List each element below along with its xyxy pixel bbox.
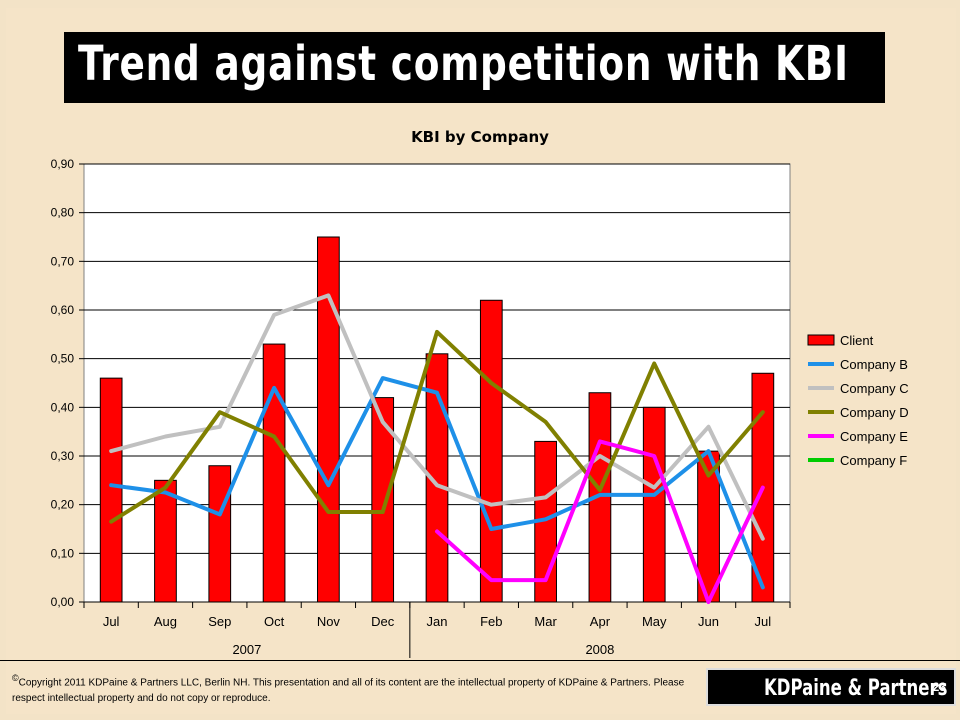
x-tick-label: Jul [755,614,772,629]
slide-title: Trend against competition with KBI [78,36,849,92]
y-tick-label: 0,30 [51,449,75,463]
x-tick-label: Apr [590,614,611,629]
legend-swatch-client [807,334,835,346]
x-tick-label: Nov [317,614,341,629]
x-tick-label: Jun [698,614,719,629]
legend-label-company-b: Company B [840,357,908,372]
legend-label-client: Client [840,333,874,348]
copyright-text: Copyright 2011 KDPaine & Partners LLC, B… [12,677,685,705]
x-tick-label: Oct [264,614,285,629]
bar-client [317,236,340,603]
x-tick-label: Feb [480,614,502,629]
legend-label-company-c: Company C [840,381,909,396]
y-tick-label: 0,20 [51,498,75,512]
x-tick-label: Sep [208,614,231,629]
bar-client [479,299,503,603]
y-tick-label: 0,00 [51,595,75,609]
bar-client [262,343,286,603]
x-tick-label: Jul [103,614,120,629]
x-tick-label: Dec [371,614,395,629]
y-tick-label: 0,50 [51,352,75,366]
copyright-symbol: © [12,673,19,683]
y-tick-label: 0,90 [51,157,75,171]
bar-client [588,392,612,603]
x-tick-label: Aug [154,614,177,629]
x-tick-label: May [642,614,667,629]
legend-label-company-f: Company F [840,453,907,468]
line-company-e [435,439,765,604]
bar-client [425,353,449,603]
bar-client [99,377,123,603]
legend-label-company-d: Company D [840,405,909,420]
bar-client [642,406,666,603]
company-logo: KDPaine & Partners 23 [706,668,956,706]
year-label: 2008 [585,642,614,657]
bar-client [371,397,395,603]
y-tick-label: 0,40 [51,400,75,414]
line-company-c [109,293,765,541]
y-tick-label: 0,60 [51,303,75,317]
x-tick-label: Mar [534,614,557,629]
bar-client [208,465,232,603]
footer-divider [0,660,960,661]
bar-client [154,479,177,603]
page-number: 23 [932,680,946,694]
title-bar: Trend against competition with KBI [64,32,885,103]
chart-title: KBI by Company [411,128,549,146]
kbi-chart: KBI by Company 0,00 0,10 0,20 0,30 0,40 0,50 0,… [51,128,909,658]
y-tick-label: 0,10 [51,546,75,560]
legend-label-company-e: Company E [840,429,908,444]
y-tick-label: 0,70 [51,254,75,268]
year-label: 2007 [232,642,261,657]
y-tick-label: 0,80 [51,206,75,220]
copyright-notice: ©Copyright 2011 KDPaine & Partners LLC, … [12,670,692,707]
x-tick-label: Jan [427,614,448,629]
logo-text: KDPaine & Partners [764,676,948,701]
line-company-d [109,329,765,524]
line-company-b [109,376,765,590]
